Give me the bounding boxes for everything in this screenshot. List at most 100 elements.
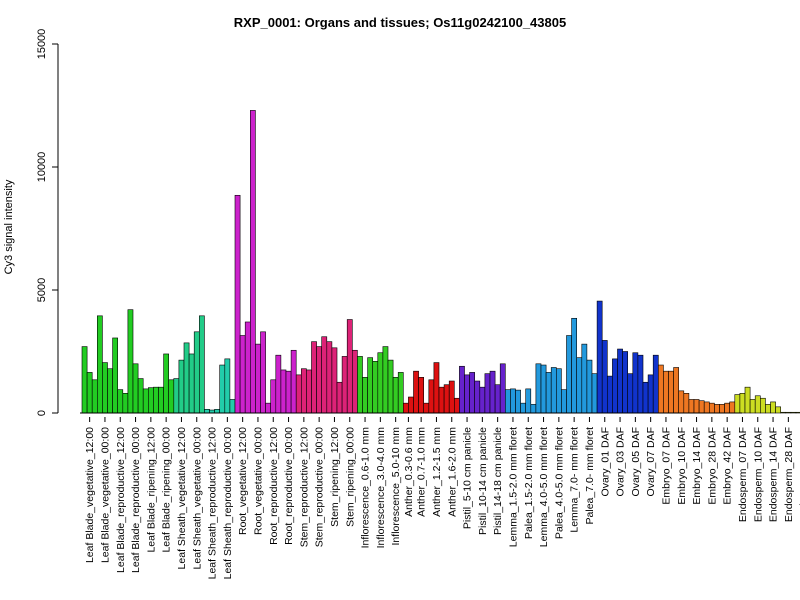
x-tick-label: Stem_reproductive_00:00 (314, 427, 326, 547)
x-tick-label: Anther_0.7-1.0 mm (416, 427, 428, 517)
bar (168, 379, 175, 414)
x-tick-label: Root_reproductive_00:00 (283, 427, 295, 545)
x-tick-label: Endosperm_07 DAF (737, 427, 749, 522)
bar (759, 397, 766, 414)
bar (117, 389, 124, 414)
bar (576, 357, 583, 414)
bar (199, 315, 205, 414)
bar (729, 401, 736, 414)
bar (739, 393, 746, 414)
bar (459, 365, 465, 414)
bar (663, 370, 669, 414)
bar (474, 380, 481, 414)
x-tick-label: Endosperm_14 DAF (768, 427, 780, 522)
bar (280, 369, 287, 414)
bar (464, 374, 470, 414)
bar (153, 386, 159, 414)
bar (336, 381, 343, 414)
bar (362, 377, 368, 414)
bar (137, 378, 144, 414)
x-axis: Leaf Blade_vegetative_12:00 Leaf Blade_ve… (80, 412, 800, 580)
bar (627, 373, 634, 414)
bar (484, 373, 491, 414)
bar (351, 349, 358, 414)
bar (688, 399, 695, 414)
x-tick-label: Leaf Blade_ripening_12:00 (145, 427, 157, 553)
bar (540, 364, 547, 414)
x-tick-label: Leaf Blade_reproductive_12:00 (115, 427, 127, 573)
bar (255, 343, 261, 414)
bar (387, 359, 394, 414)
bar (250, 110, 256, 414)
x-tick-label: Anther_0.3-0.6 mm (403, 427, 415, 517)
bar (469, 372, 476, 414)
bar (433, 362, 440, 414)
x-tick-label: Ovary_03 DAF (615, 427, 627, 496)
bar (234, 194, 241, 414)
bar (163, 353, 170, 414)
x-tick-label: Endosperm_28 DAF (783, 427, 795, 522)
bar (612, 358, 618, 414)
x-tick-label: Ovary_05 DAF (630, 427, 642, 496)
x-tick-label: Leaf Blade_vegetative_12:00 (84, 427, 96, 563)
x-tick-label: Anther_1.6-2.0 mm (446, 427, 458, 517)
bar (790, 411, 797, 414)
bar (265, 402, 272, 414)
bar (183, 342, 190, 414)
bar (321, 336, 328, 414)
bar (402, 402, 409, 414)
x-tick-label: Embryo_42 DAF (722, 427, 734, 505)
bar (724, 402, 730, 414)
bar (81, 346, 88, 414)
bar (453, 397, 460, 414)
x-tick-label: Pistil_14-18 cm panicle (492, 427, 504, 535)
x-tick-label: Endosperm_42 DAF (798, 427, 800, 522)
x-tick-label: Inflorescence_0.6-1.0 mm (360, 427, 372, 549)
bar (214, 409, 221, 414)
bar (683, 393, 690, 414)
x-tick-label: Embryo_07 DAF (660, 427, 672, 505)
bar (566, 335, 572, 414)
bar (535, 363, 542, 414)
bar (693, 399, 700, 414)
bar (525, 388, 532, 414)
x-tick-label: Stem_ripening_12:00 (329, 427, 341, 527)
bar (438, 386, 445, 414)
bar (102, 362, 108, 414)
x-tick-label: Endosperm_10 DAF (752, 427, 764, 522)
bar (204, 409, 210, 414)
bar (504, 389, 511, 414)
bar (494, 384, 501, 414)
x-tick-label: Root_reproductive_12:00 (268, 427, 280, 545)
bar (331, 347, 338, 414)
bar (86, 372, 93, 414)
bar (285, 370, 292, 414)
bar (642, 381, 649, 414)
bar (719, 404, 725, 414)
bar (770, 401, 776, 414)
x-tick-label: Palea_7.0- mm floret (584, 427, 596, 525)
bar (550, 367, 557, 414)
x-tick-label: Lemma_7.0- mm floret (569, 427, 581, 533)
bar (178, 359, 185, 414)
x-tick-label: Inflorescence_5.0-10 mm (390, 427, 402, 546)
x-tick-label: Leaf Sheath_vegetative_00:00 (191, 427, 203, 570)
bar (637, 354, 644, 414)
bar (148, 387, 154, 414)
bar (132, 363, 139, 414)
bar (346, 319, 353, 414)
bar (418, 377, 425, 414)
bar (581, 343, 588, 414)
bar (708, 402, 715, 414)
bar (520, 402, 526, 414)
bars (81, 110, 800, 414)
x-tick-label: Leaf Sheath_reproductive_12:00 (207, 427, 219, 580)
bar (270, 379, 277, 414)
x-tick-label: Inflorescence_3.0-4.0 mm (375, 427, 387, 549)
bar (193, 331, 200, 414)
bar (780, 411, 787, 414)
bar (698, 400, 705, 414)
bar (219, 364, 226, 414)
chart-title: RXP_0001: Organs and tissues; Os11g02421… (234, 15, 566, 30)
bar (596, 300, 603, 414)
